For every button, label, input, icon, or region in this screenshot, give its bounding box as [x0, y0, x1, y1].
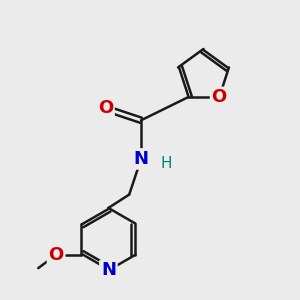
Text: O: O [98, 99, 113, 117]
Text: N: N [101, 261, 116, 279]
Text: N: N [134, 150, 148, 168]
Text: O: O [212, 88, 227, 106]
Text: H: H [160, 156, 172, 171]
Text: O: O [49, 246, 64, 264]
